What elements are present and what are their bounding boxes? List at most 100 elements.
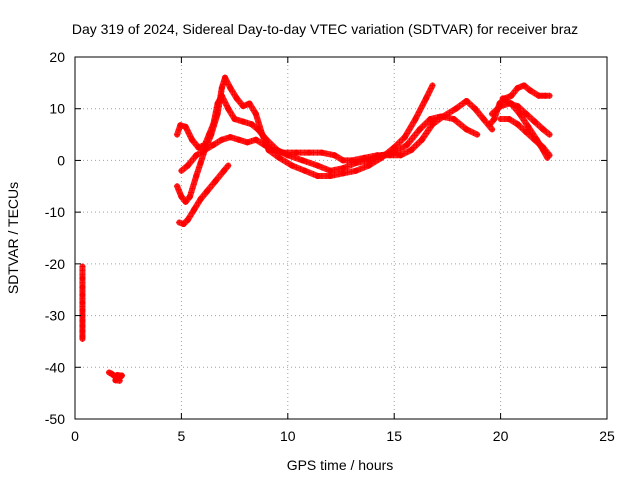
data-point-marker	[218, 85, 225, 92]
data-point-marker	[463, 126, 470, 133]
series-track-c	[174, 92, 481, 174]
data-point-marker	[477, 112, 484, 119]
x-tick-label: 10	[280, 428, 296, 444]
data-point-marker	[491, 116, 498, 123]
data-point-marker	[406, 126, 413, 133]
data-point-marker	[408, 147, 415, 154]
data-point-marker	[178, 167, 185, 174]
data-point-marker	[427, 85, 434, 92]
data-point-marker	[112, 377, 119, 384]
data-point-marker	[197, 160, 204, 167]
data-point-marker	[466, 100, 473, 107]
data-point-marker	[225, 162, 232, 169]
data-point-marker	[499, 95, 506, 102]
data-point-marker	[327, 167, 334, 174]
data-point-marker	[397, 145, 404, 152]
data-point-marker	[229, 88, 236, 95]
data-point-marker	[517, 123, 524, 130]
data-point-marker	[410, 144, 417, 151]
data-point-marker	[257, 129, 264, 136]
data-point-marker	[412, 116, 419, 123]
data-point-marker	[248, 103, 255, 110]
y-tick-label: 20	[49, 49, 65, 65]
data-point-marker	[187, 159, 194, 166]
data-point-marker	[425, 127, 432, 134]
data-point-marker	[419, 102, 426, 109]
data-point-marker	[523, 110, 530, 117]
data-point-marker	[429, 121, 436, 128]
data-point-marker	[227, 109, 234, 116]
data-point-marker	[331, 166, 338, 173]
series-early-vertical	[79, 263, 86, 342]
data-point-marker	[306, 169, 313, 176]
data-point-marker	[186, 193, 193, 200]
data-point-marker	[231, 116, 238, 123]
data-point-marker	[403, 130, 410, 137]
data-point-marker	[393, 141, 400, 148]
data-point-marker	[518, 114, 525, 121]
axis-ticks: 0 5 10 15 20 25 -50 -40 -30 -20 -10 0 10 20	[45, 49, 615, 444]
data-point-marker	[480, 116, 487, 123]
data-point-marker	[474, 131, 481, 138]
data-point-marker	[206, 131, 213, 138]
data-point-marker	[210, 141, 217, 148]
data-point-marker	[474, 109, 481, 116]
data-point-marker	[416, 126, 423, 133]
data-point-marker	[215, 174, 222, 181]
series-track-a	[176, 162, 232, 228]
data-point-marker	[180, 221, 187, 228]
data-point-marker	[206, 144, 213, 151]
data-point-marker	[396, 139, 403, 146]
data-point-marker	[79, 328, 86, 335]
data-point-marker	[252, 136, 259, 143]
data-point-marker	[542, 150, 549, 157]
x-tick-label: 20	[493, 428, 509, 444]
data-point-marker	[175, 126, 182, 133]
data-point-marker	[244, 139, 251, 146]
data-point-marker	[265, 144, 272, 151]
y-axis-label: SDTVAR / TECUs	[5, 182, 21, 294]
y-tick-label: -40	[45, 359, 65, 375]
data-point-marker	[534, 121, 541, 128]
data-point-marker	[116, 377, 123, 384]
data-point-marker	[403, 141, 410, 148]
data-point-marker	[209, 181, 216, 188]
data-point-marker	[540, 147, 547, 154]
data-point-marker	[531, 118, 538, 125]
data-point-marker	[240, 103, 247, 110]
data-point-marker	[218, 92, 225, 99]
data-point-marker	[423, 95, 430, 102]
data-point-marker	[185, 130, 192, 137]
data-point-marker	[293, 164, 300, 171]
data-point-marker	[533, 136, 540, 143]
data-point-marker	[222, 99, 229, 106]
data-point-marker	[218, 136, 225, 143]
data-point-marker	[408, 123, 415, 130]
data-point-marker	[299, 157, 306, 164]
data-point-marker	[219, 81, 226, 88]
data-point-marker	[79, 317, 86, 324]
data-point-marker	[218, 171, 225, 178]
data-point-marker	[184, 127, 191, 134]
data-point-marker	[527, 127, 534, 134]
data-point-marker	[416, 109, 423, 116]
data-point-marker	[289, 162, 296, 169]
data-point-marker	[514, 121, 521, 128]
y-tick-label: -10	[45, 204, 65, 220]
data-point-marker	[365, 162, 372, 169]
data-point-marker	[456, 103, 463, 110]
x-tick-label: 15	[386, 428, 402, 444]
data-point-marker	[212, 108, 219, 115]
data-point-marker	[472, 105, 479, 112]
data-point-marker	[525, 113, 532, 120]
data-point-marker	[260, 133, 267, 140]
data-point-marker	[193, 152, 200, 159]
data-point-marker	[201, 147, 208, 154]
data-point-marker	[423, 130, 430, 137]
data-point-marker	[318, 149, 325, 156]
data-point-marker	[203, 138, 210, 145]
data-point-marker	[235, 136, 242, 143]
series-band	[463, 126, 481, 138]
data-point-marker	[344, 163, 351, 170]
